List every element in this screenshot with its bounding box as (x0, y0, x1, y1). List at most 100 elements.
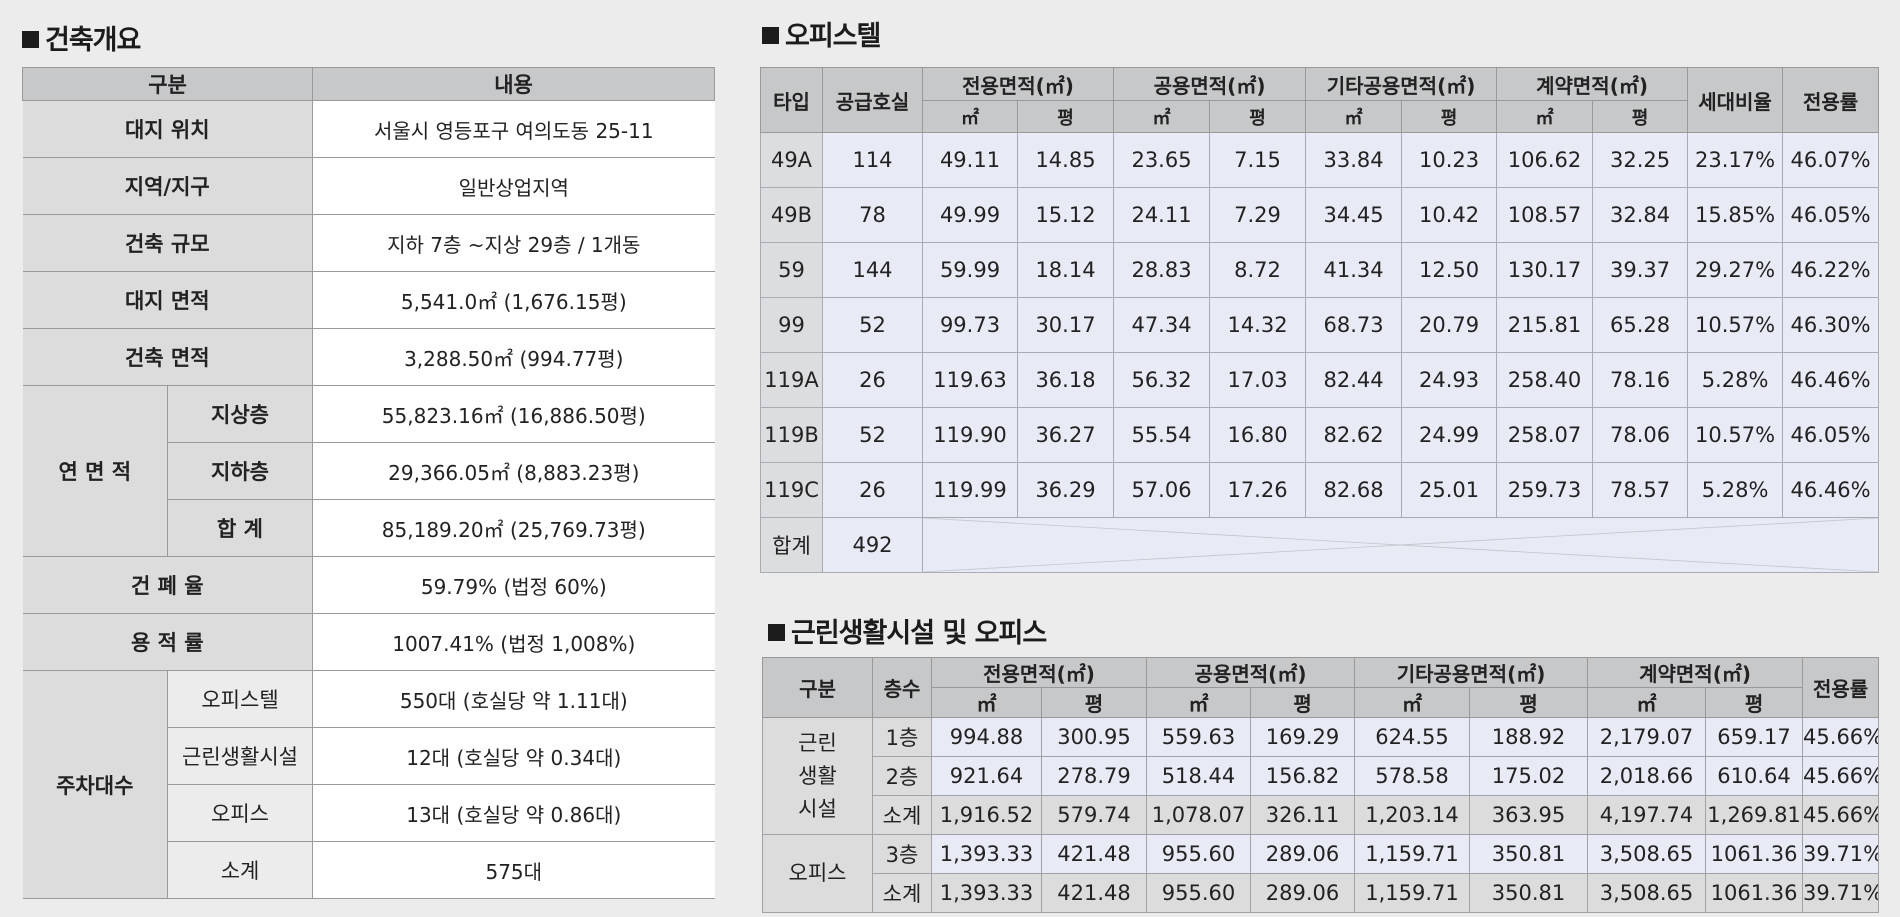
header-sqm: ㎡ (1305, 100, 1403, 133)
value-cell: 82.68 (1305, 462, 1403, 518)
value-cell: 1,269.81 (1705, 795, 1804, 835)
header-exclusive: 전용면적(㎡) (921, 67, 1115, 101)
value-cell: 5.28% (1687, 462, 1784, 518)
value-cell: 955.60 (1146, 834, 1252, 874)
value-cell: 1,159.71 (1354, 834, 1471, 874)
overview-row: 소계 575대 (23, 841, 715, 899)
header-floor: 층수 (872, 657, 932, 718)
value-cell: 994.88 (931, 717, 1042, 757)
value-cell: 78.57 (1592, 462, 1689, 518)
value-cell: 10.57% (1687, 297, 1784, 353)
floor-cell: 3층 (872, 834, 932, 874)
value-cell: 16.80 (1209, 407, 1307, 463)
row-value: 일반상업지역 (312, 157, 715, 215)
row-value: 13대 (호실당 약 0.86대) (312, 784, 715, 842)
value-cell: 4,197.74 (1587, 795, 1707, 835)
value-cell: 1,078.07 (1146, 795, 1252, 835)
overview-row: 대지 면적 5,541.0㎡ (1,676.15평) (22, 271, 715, 329)
value-cell: 36.29 (1016, 462, 1115, 518)
value-cell: 52 (822, 407, 923, 463)
type-cell: 119A (760, 352, 823, 408)
row-value: 575대 (312, 841, 715, 899)
value-cell: 17.26 (1209, 462, 1307, 518)
value-cell: 114 (822, 132, 923, 188)
value-cell: 130.17 (1496, 242, 1594, 298)
row-label: 대지 위치 (22, 100, 314, 158)
officetel-row: 49B 78 49.99 15.12 24.11 7.29 34.45 10.42 108.57… (760, 187, 1880, 243)
value-cell: 8.72 (1209, 242, 1307, 298)
value-cell: 624.55 (1354, 717, 1471, 757)
value-cell: 26 (822, 462, 923, 518)
row-value: 12대 (호실당 약 0.34대) (312, 727, 715, 785)
header-efficiency: 전용률 (1782, 67, 1880, 133)
officetel-subheader-row: ㎡ 평 ㎡ 평 ㎡ 평 ㎡ 평 (761, 100, 1879, 133)
value-cell: 3,508.65 (1587, 873, 1707, 913)
row-value: 5,541.0㎡ (1,676.15평) (312, 271, 715, 329)
value-cell: 24.99 (1401, 407, 1498, 463)
value-cell: 610.64 (1705, 756, 1804, 796)
row-sublabel: 지하층 (167, 442, 314, 500)
value-cell: 300.95 (1040, 717, 1148, 757)
type-cell: 49B (760, 187, 823, 243)
header-pyeong: 평 (1401, 100, 1498, 133)
value-cell: 78.16 (1592, 352, 1689, 408)
row-value: 1007.41% (법정 1,008%) (312, 613, 715, 671)
value-cell: 108.57 (1496, 187, 1594, 243)
value-cell: 15.85% (1687, 187, 1784, 243)
value-cell: 46.30% (1782, 297, 1880, 353)
value-cell: 363.95 (1469, 795, 1589, 835)
value-cell: 1,393.33 (931, 873, 1042, 913)
value-cell: 46.46% (1782, 352, 1880, 408)
value-cell: 421.48 (1040, 834, 1148, 874)
retail-row: 소계 1,916.52 579.74 1,078.07 326.11 1,203.14 36… (763, 795, 1880, 835)
row-sublabel: 소계 (167, 841, 314, 899)
floor-cell: 소계 (872, 873, 932, 913)
overview-row: 건축 면적 3,288.50㎡ (994.77평) (22, 328, 715, 386)
value-cell: 34.45 (1305, 187, 1403, 243)
row-value: 550대 (호실당 약 1.11대) (312, 670, 715, 728)
value-cell: 45.66% (1802, 717, 1880, 757)
retail-row: 오피스 3층 1,393.33 421.48 955.60 289.06 1,159.71 3… (762, 834, 1880, 913)
value-cell: 57.06 (1113, 462, 1211, 518)
value-cell: 56.32 (1113, 352, 1211, 408)
header-sqm: ㎡ (1587, 687, 1707, 718)
value-cell: 169.29 (1250, 717, 1356, 757)
row-label: 대지 면적 (22, 271, 314, 329)
value-cell: 82.62 (1305, 407, 1403, 463)
value-cell: 15.12 (1016, 187, 1115, 243)
value-cell: 2,179.07 (1587, 717, 1707, 757)
officetel-row: 59 144 59.99 18.14 28.83 8.72 41.34 12.50 130.17… (760, 242, 1880, 298)
value-cell: 14.32 (1209, 297, 1307, 353)
officetel-row: 119B 52 119.90 36.27 55.54 16.80 82.62 24.99 258… (760, 407, 1880, 463)
value-cell: 659.17 (1705, 717, 1804, 757)
value-cell: 7.15 (1209, 132, 1307, 188)
row-value: 85,189.20㎡ (25,769.73평) (312, 499, 715, 557)
empty-cell (921, 517, 1880, 573)
value-cell: 258.40 (1496, 352, 1594, 408)
value-cell: 33.84 (1305, 132, 1403, 188)
value-cell: 55.54 (1113, 407, 1211, 463)
value-cell: 46.07% (1782, 132, 1880, 188)
value-cell: 30.17 (1016, 297, 1115, 353)
officetel-title: 오피스텔 (762, 14, 881, 53)
row-label: 지역/지구 (22, 157, 314, 215)
officetel-row: 49A 114 49.11 14.85 23.65 7.15 33.84 10.23 106.6… (760, 132, 1880, 188)
value-cell: 955.60 (1146, 873, 1252, 913)
row-value: 59.79% (법정 60%) (312, 556, 715, 614)
row-value: 55,823.16㎡ (16,886.50평) (312, 385, 715, 443)
officetel-row: 119A 26 119.63 36.18 56.32 17.03 82.44 24.93 258… (760, 352, 1880, 408)
value-cell: 10.23 (1401, 132, 1498, 188)
value-cell: 59.99 (922, 242, 1018, 298)
value-cell: 24.11 (1113, 187, 1211, 243)
value-cell: 119.90 (922, 407, 1018, 463)
value-cell: 78 (822, 187, 923, 243)
header-pyeong: 평 (1209, 100, 1307, 133)
row-sublabel: 오피스 (167, 784, 314, 842)
value-cell: 29.27% (1687, 242, 1784, 298)
value-cell: 36.27 (1016, 407, 1115, 463)
value-cell: 68.73 (1305, 297, 1403, 353)
value-cell: 23.65 (1113, 132, 1211, 188)
header-sqm: ㎡ (931, 687, 1042, 718)
value-cell: 289.06 (1250, 873, 1356, 913)
header-sqm: ㎡ (1496, 100, 1594, 133)
